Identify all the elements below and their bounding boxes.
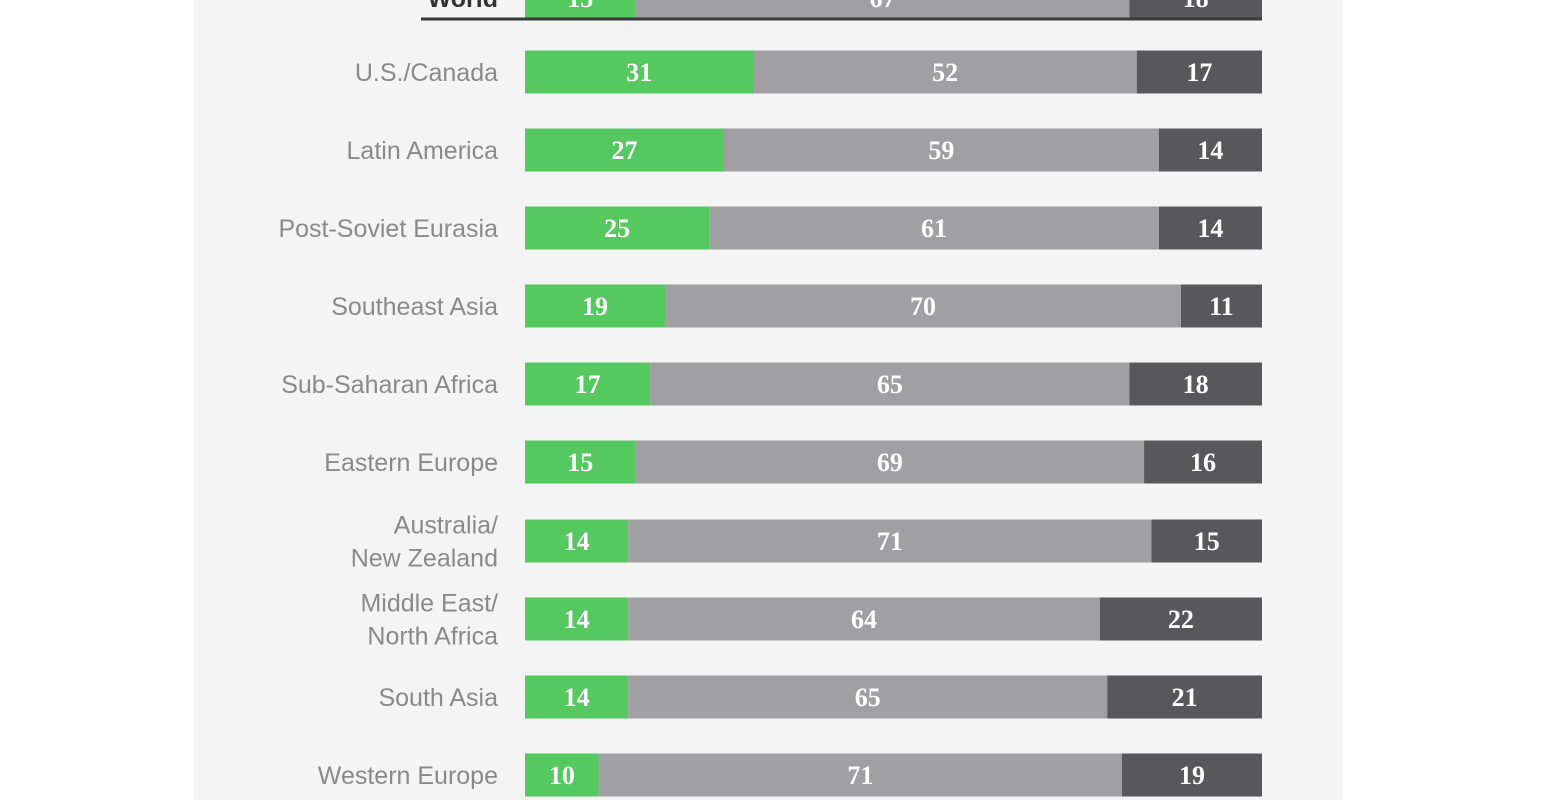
value-label-latin-america-1: 27 (611, 136, 637, 165)
value-label-australia-new-zealand-2: 71 (877, 527, 903, 556)
value-label-latin-america-2: 59 (928, 136, 954, 165)
value-label-south-asia-2: 65 (855, 683, 881, 712)
bar-segment-australia-new-zealand-3 (1151, 519, 1262, 563)
value-label-eastern-europe-2: 69 (877, 448, 903, 477)
value-label-world-2: 67 (869, 0, 895, 13)
bar-segment-eastern-europe-2 (635, 440, 1145, 484)
value-label-post-soviet-eurasia-3: 14 (1197, 214, 1223, 243)
bar-segment-latin-america-3 (1158, 128, 1262, 172)
value-label-sub-saharan-africa-3: 18 (1183, 370, 1209, 399)
value-label-middle-east-north-africa-1: 14 (564, 605, 590, 634)
bar-segment-latin-america-2 (723, 128, 1159, 172)
category-label-world: World (428, 0, 498, 13)
bar-segment-southeast-asia-1 (525, 284, 666, 328)
value-label-world-1: 15 (567, 0, 593, 13)
bar-segment-south-asia-3 (1107, 675, 1262, 719)
value-label-u-s-canada-1: 31 (626, 58, 652, 87)
bar-segment-southeast-asia-3 (1180, 284, 1262, 328)
bar-segment-world-3 (1129, 0, 1262, 20)
bar-segment-middle-east-north-africa-2 (628, 597, 1100, 641)
bar-segment-post-soviet-eurasia-3 (1158, 206, 1262, 250)
category-label-eastern-europe: Eastern Europe (324, 449, 498, 477)
bar-segment-post-soviet-eurasia-2 (709, 206, 1159, 250)
value-label-post-soviet-eurasia-1: 25 (604, 214, 630, 243)
value-label-western-europe-2: 71 (847, 761, 873, 790)
value-label-western-europe-3: 19 (1179, 761, 1205, 790)
category-label-south-asia: South Asia (378, 684, 498, 712)
value-label-australia-new-zealand-1: 14 (564, 527, 590, 556)
category-label-middle-east-north-africa: Middle East/North Africa (360, 590, 498, 651)
value-label-post-soviet-eurasia-2: 61 (921, 214, 947, 243)
value-label-southeast-asia-2: 70 (910, 292, 936, 321)
bar-segment-u-s-canada-1 (525, 50, 754, 94)
bar-segment-western-europe-2 (598, 753, 1122, 797)
bar-segment-world-1 (525, 0, 636, 20)
category-label-u-s-canada: U.S./Canada (355, 59, 498, 87)
bar-segment-post-soviet-eurasia-1 (525, 206, 710, 250)
bar-segment-australia-new-zealand-2 (628, 519, 1152, 563)
bar-segment-sub-saharan-africa-3 (1129, 362, 1262, 406)
category-label-australia-new-zealand: Australia/New Zealand (351, 512, 498, 573)
category-label-southeast-asia: Southeast Asia (331, 293, 498, 321)
value-label-middle-east-north-africa-2: 64 (851, 605, 877, 634)
bar-segment-middle-east-north-africa-1 (525, 597, 629, 641)
value-label-sub-saharan-africa-2: 65 (877, 370, 903, 399)
value-label-south-asia-3: 21 (1172, 683, 1198, 712)
bar-segment-u-s-canada-2 (753, 50, 1137, 94)
value-label-sub-saharan-africa-1: 17 (575, 370, 601, 399)
bar-segment-sub-saharan-africa-1 (525, 362, 651, 406)
value-label-australia-new-zealand-3: 15 (1194, 527, 1220, 556)
value-label-u-s-canada-3: 17 (1186, 58, 1212, 87)
bar-segment-world-2 (635, 0, 1130, 20)
bar-segment-south-asia-2 (628, 675, 1108, 719)
value-label-southeast-asia-1: 19 (582, 292, 608, 321)
bar-segment-u-s-canada-3 (1136, 50, 1262, 94)
value-label-u-s-canada-2: 52 (932, 58, 958, 87)
value-label-latin-america-3: 14 (1197, 136, 1223, 165)
value-label-southeast-asia-3: 11 (1209, 292, 1234, 321)
bar-segment-western-europe-3 (1121, 753, 1262, 797)
value-label-western-europe-1: 10 (549, 761, 575, 790)
category-label-sub-saharan-africa: Sub-Saharan Africa (281, 371, 498, 399)
value-label-middle-east-north-africa-3: 22 (1168, 605, 1194, 634)
bar-segment-eastern-europe-1 (525, 440, 636, 484)
value-label-world-3: 18 (1183, 0, 1209, 13)
category-label-latin-america: Latin America (347, 137, 499, 165)
bar-segment-middle-east-north-africa-3 (1099, 597, 1262, 641)
bar-segment-sub-saharan-africa-2 (650, 362, 1130, 406)
bar-segment-south-asia-1 (525, 675, 629, 719)
bar-segment-western-europe-1 (525, 753, 599, 797)
bar-segment-latin-america-1 (525, 128, 724, 172)
value-label-south-asia-1: 14 (564, 683, 590, 712)
value-label-eastern-europe-1: 15 (567, 448, 593, 477)
category-label-western-europe: Western Europe (318, 762, 498, 790)
bar-segment-eastern-europe-3 (1144, 440, 1262, 484)
bar-segment-australia-new-zealand-1 (525, 519, 629, 563)
value-label-eastern-europe-3: 16 (1190, 448, 1216, 477)
category-label-post-soviet-eurasia: Post-Soviet Eurasia (278, 215, 498, 243)
bar-segment-southeast-asia-2 (665, 284, 1181, 328)
